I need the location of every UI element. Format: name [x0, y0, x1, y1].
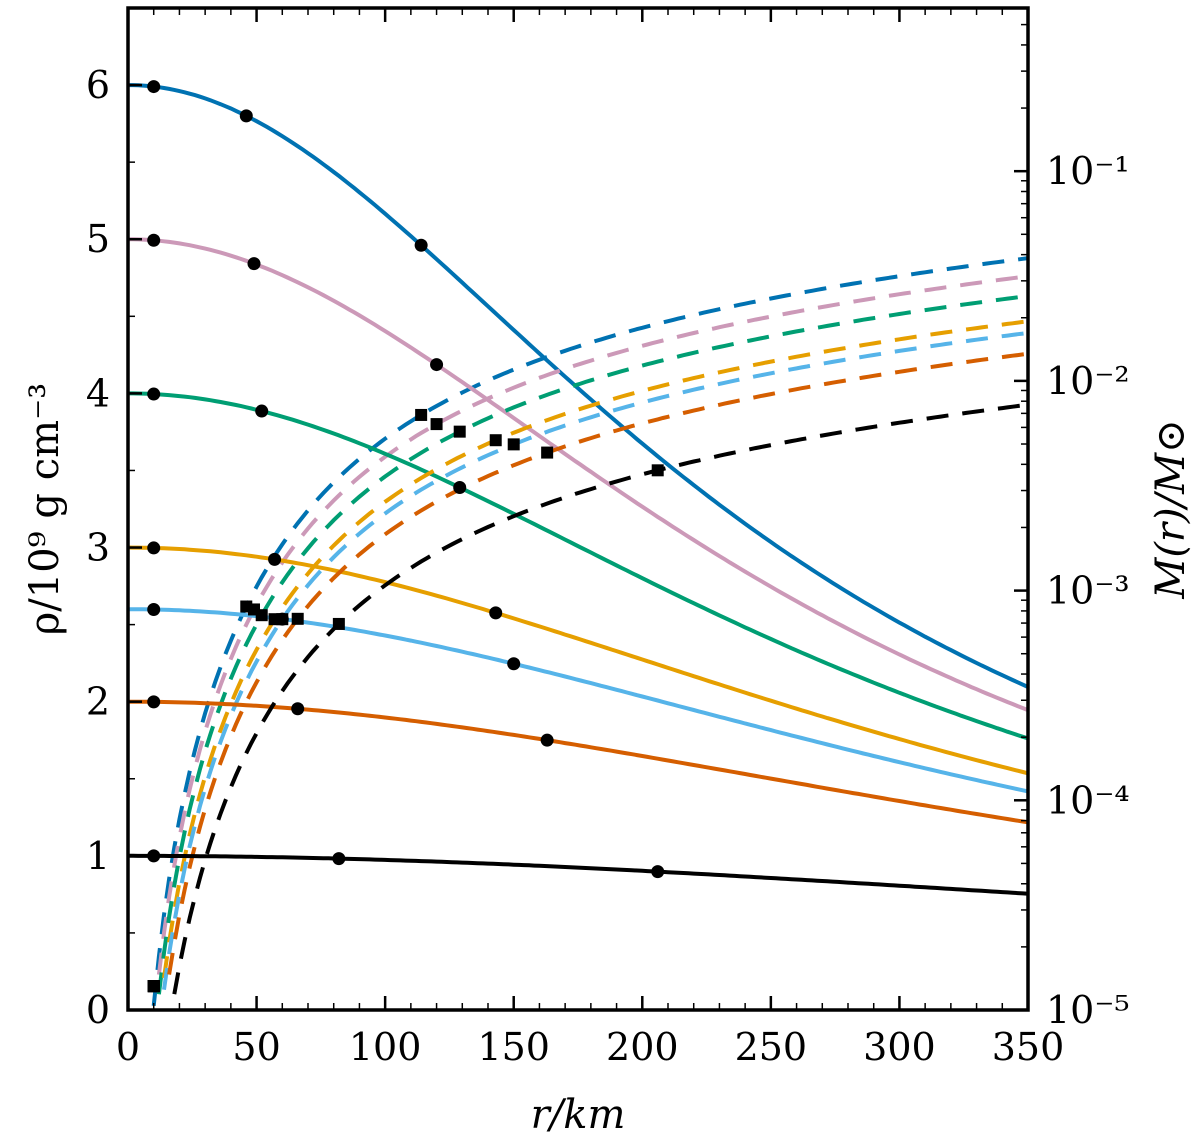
- density-marker-6-0: [147, 849, 161, 863]
- density-marker-3-2: [489, 606, 503, 620]
- density-curve-2: [128, 391, 1029, 741]
- mass-marker-4-1: [276, 613, 289, 626]
- y-right-tick-label-3: 10⁻²: [1046, 359, 1130, 403]
- density-marker-4-2: [507, 657, 521, 671]
- density-marker-6-2: [651, 865, 665, 879]
- x-axis-label: r/km: [531, 1092, 626, 1138]
- mass-marker-0-2: [415, 408, 428, 421]
- mass-curve-6: [172, 402, 1029, 995]
- density-marker-2-2: [453, 480, 467, 494]
- mass-marker-6-1: [332, 617, 345, 630]
- y-left-tick-label-4: 4: [86, 371, 110, 415]
- density-marker-2-1: [255, 404, 269, 418]
- mass-curve-4: [162, 330, 1029, 990]
- mass-marker-6-0: [147, 980, 160, 993]
- y-right-tick-label-1: 10⁻⁴: [1046, 778, 1130, 822]
- density-curve-3: [127, 545, 1029, 776]
- mass-curve-3: [162, 319, 1029, 979]
- y-left-tick-label-3: 3: [86, 526, 110, 570]
- y-axis-right-label: M(r)/M⊙: [1148, 419, 1194, 599]
- density-marker-6-1: [332, 852, 346, 866]
- density-marker-1-0: [147, 233, 161, 247]
- mass-curve-2: [156, 294, 1029, 995]
- mass-curve-1: [156, 274, 1029, 975]
- x-tick-label-1: 50: [232, 1025, 280, 1069]
- y-left-tick-label-5: 5: [86, 217, 110, 261]
- mass-marker-5-1: [291, 612, 304, 625]
- density-curve-1: [127, 237, 1029, 712]
- x-tick-label-3: 150: [477, 1025, 550, 1069]
- ticks-layer: 0 50 100 150 200 250 300 350 0 1 2 3 4 5 6 10⁻⁵ 10⁻⁴ 10⁻³…: [86, 8, 1130, 1069]
- x-tick-label-2: 100: [349, 1025, 422, 1069]
- mass-curve-5: [167, 351, 1029, 975]
- y-right-tick-label-4: 10⁻¹: [1046, 149, 1130, 193]
- x-tick-label-0: 0: [116, 1025, 140, 1069]
- density-marker-1-2: [430, 358, 444, 372]
- density-curve-6: [128, 853, 1029, 896]
- density-marker-5-1: [291, 702, 305, 716]
- mass-marker-4-2: [507, 438, 520, 451]
- density-marker-0-0: [147, 80, 161, 94]
- plot-frame: [126, 6, 1030, 1012]
- x-tick-label-7: 350: [992, 1025, 1065, 1069]
- density-marker-0-1: [239, 109, 253, 123]
- density-marker-0-2: [414, 238, 428, 252]
- curves-layer: [127, 83, 1029, 1007]
- density-marker-2-0: [147, 387, 161, 401]
- density-curve-5: [128, 699, 1029, 825]
- x-tick-label-6: 300: [863, 1025, 936, 1069]
- mass-marker-5-2: [541, 446, 554, 459]
- y-left-tick-label-6: 6: [86, 63, 110, 107]
- x-tick-label-5: 250: [735, 1025, 808, 1069]
- y-left-tick-label-0: 0: [86, 988, 110, 1032]
- y-left-tick-label-2: 2: [86, 680, 110, 724]
- mass-curve-0: [151, 256, 1029, 1007]
- density-curve-0: [128, 83, 1029, 689]
- density-marker-5-2: [540, 733, 554, 747]
- y-axis-left-label: ρ/10⁹ g cm⁻³: [22, 383, 68, 635]
- markers-layer: [147, 80, 665, 993]
- y-left-tick-label-1: 1: [86, 834, 110, 878]
- mass-marker-3-2: [489, 434, 502, 447]
- mass-marker-2-1: [255, 609, 268, 622]
- density-marker-1-1: [247, 257, 261, 271]
- density-marker-5-0: [147, 695, 161, 709]
- density-curve-4: [128, 607, 1029, 794]
- y-right-tick-label-0: 10⁻⁵: [1046, 988, 1130, 1032]
- mass-marker-6-2: [651, 464, 664, 477]
- mass-marker-1-2: [430, 418, 443, 431]
- x-tick-label-4: 200: [606, 1025, 679, 1069]
- mass-marker-2-2: [453, 425, 466, 438]
- density-marker-3-1: [268, 552, 282, 566]
- density-marker-4-0: [147, 602, 161, 616]
- y-right-tick-label-2: 10⁻³: [1046, 569, 1130, 613]
- density-marker-3-0: [147, 541, 161, 555]
